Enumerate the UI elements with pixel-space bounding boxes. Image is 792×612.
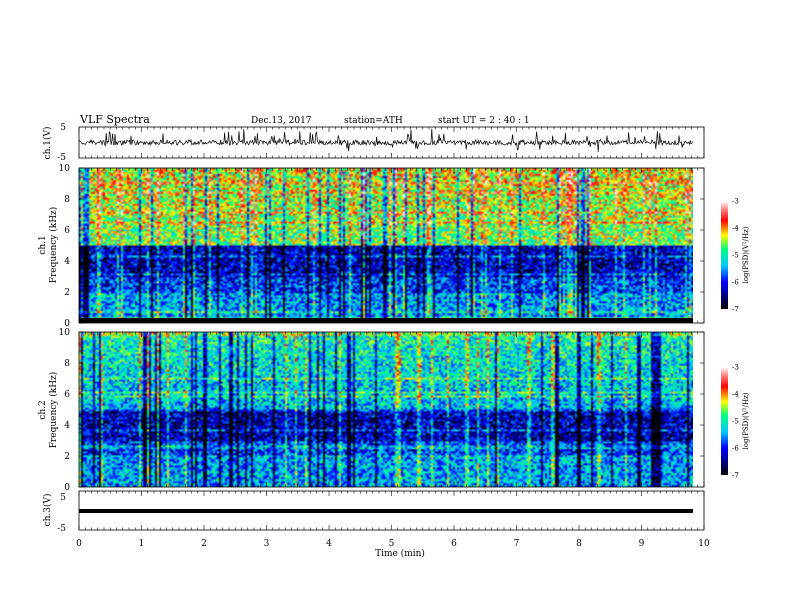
ch1-colorbar-tick-label: -4 xyxy=(732,225,739,233)
ch1-spectrogram-ytick-label: 0 xyxy=(64,319,70,329)
ch1-spectrogram-image xyxy=(79,168,693,323)
ch1-waveform-ylabel: ch.1(V) xyxy=(42,127,53,160)
ch3-ytick-top: 5 xyxy=(60,493,66,503)
ch1-ytick-top: 5 xyxy=(60,123,66,133)
ch1-spectrogram-ytick-label: 8 xyxy=(64,195,70,205)
ch2-spectrogram-ylabel-channel: ch.2 xyxy=(38,400,48,419)
time-axis-tick-label: 6 xyxy=(451,539,457,549)
ch1-colorbar-tick-label: -7 xyxy=(732,306,739,314)
time-axis-tick-label: 8 xyxy=(576,539,582,549)
ch2-spectrogram-ytick-label: 0 xyxy=(64,483,70,493)
ch1-spectrogram-ytick-label: 2 xyxy=(64,288,70,298)
time-axis-tick-marks xyxy=(78,127,705,530)
ch2-spectrogram-image xyxy=(79,332,693,487)
ch1-spectrogram-ytick-label: 6 xyxy=(64,226,70,236)
figure-station: station=ATH xyxy=(344,116,403,126)
time-axis-tick-label: 0 xyxy=(76,539,82,549)
time-axis-tick-label: 5 xyxy=(389,539,395,549)
ch2-colorbar-tick-label: -6 xyxy=(732,445,739,453)
figure-date: Dec.13, 2017 xyxy=(251,116,312,126)
ch2-colorbar: -3 -4 -5 -6 -7 log(PSD)(V²/Hz) xyxy=(721,364,750,480)
ch1-colorbar: -3 -4 -5 -6 -7 log(PSD)(V²/Hz) xyxy=(721,198,750,314)
time-axis-tick-label: 3 xyxy=(264,539,270,549)
ch2-spectrogram-ytick-label: 4 xyxy=(64,421,70,431)
ch2-spectrogram-panel: 0 2 4 6 8 10 ch.2 Frequency (kHz) xyxy=(38,328,705,493)
ch2-colorbar-tick-label: -3 xyxy=(732,364,739,372)
ch1-low-band-strip xyxy=(79,318,693,323)
ch1-colorbar-gradient xyxy=(721,201,728,309)
time-axis-tick-label: 7 xyxy=(514,539,520,549)
figure-title: VLF Spectra xyxy=(79,113,150,126)
ch2-colorbar-tick-label: -4 xyxy=(732,391,739,399)
ch1-colorbar-tick-label: -5 xyxy=(732,252,739,260)
ch3-ytick-bottom: -5 xyxy=(57,524,66,534)
time-axis-tick-labels: 0 1 2 3 4 5 6 7 8 9 10 xyxy=(76,539,710,549)
ch1-colorbar-label: log(PSD)(V²/Hz) xyxy=(742,226,750,283)
ch2-spectrogram-ylabel-frequency: Frequency (kHz) xyxy=(48,372,59,449)
ch2-spectrogram-ytick-label: 6 xyxy=(64,390,70,400)
ch1-spectrogram-ylabel-channel: ch.1 xyxy=(38,235,48,254)
time-axis-tick-label: 1 xyxy=(139,539,145,549)
ch1-spectrogram-panel: 0 2 4 6 8 10 ch.1 Frequency (kHz) xyxy=(38,164,705,329)
ch1-spectrogram-ylabel-frequency: Frequency (kHz) xyxy=(48,207,59,284)
ch1-colorbar-tick-label: -3 xyxy=(732,198,739,206)
time-axis-tick-label: 4 xyxy=(326,539,332,549)
ch3-waveform-ylabel: ch.3(V) xyxy=(42,494,53,527)
ch1-ytick-bottom: -5 xyxy=(57,153,66,163)
ch2-spectrogram-ytick-label: 2 xyxy=(64,452,70,462)
ch2-spectrogram-ytick-label: 8 xyxy=(64,359,70,369)
figure-start-time: start UT = 2 : 40 : 1 xyxy=(438,116,530,126)
ch2-colorbar-gradient xyxy=(721,367,728,475)
ch2-colorbar-label: log(PSD)(V²/Hz) xyxy=(742,392,750,449)
ch1-colorbar-tick-label: -6 xyxy=(732,279,739,287)
ch1-spectrogram-ytick-label: 10 xyxy=(59,164,71,174)
time-axis-tick-label: 2 xyxy=(201,539,207,549)
time-axis-tick-label: 9 xyxy=(639,539,645,549)
ch2-colorbar-tick-label: -7 xyxy=(732,472,739,480)
ch1-waveform-trace xyxy=(78,128,693,153)
ch2-colorbar-tick-label: -5 xyxy=(732,418,739,426)
ch1-spectrogram-ytick-label: 4 xyxy=(64,257,70,267)
ch2-spectrogram-ytick-label: 10 xyxy=(59,328,71,338)
time-axis-tick-label: 10 xyxy=(698,539,710,549)
time-axis-label: Time (min) xyxy=(375,548,425,559)
